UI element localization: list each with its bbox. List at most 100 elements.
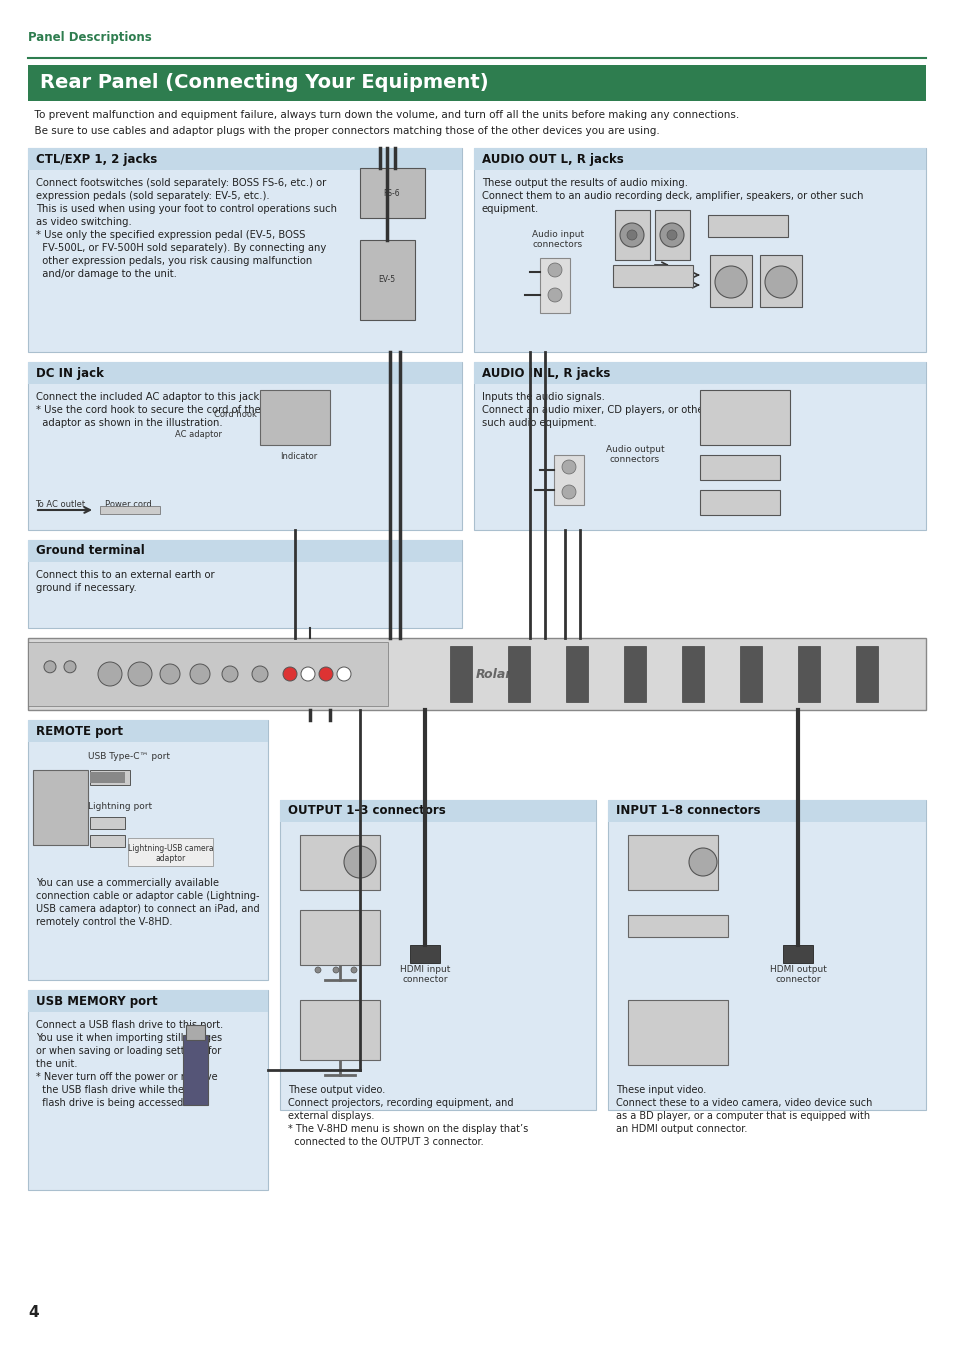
Bar <box>299 1000 379 1060</box>
Circle shape <box>222 666 237 682</box>
Text: AUDIO IN L, R jacks: AUDIO IN L, R jacks <box>481 366 610 379</box>
Bar <box>613 265 692 288</box>
Bar <box>700 455 780 481</box>
Text: INPUT 1–8 connectors: INPUT 1–8 connectors <box>616 805 760 818</box>
Bar <box>607 801 925 822</box>
Text: Power cord: Power cord <box>105 500 152 509</box>
Text: as video switching.: as video switching. <box>36 217 132 227</box>
Circle shape <box>252 666 268 682</box>
Text: the unit.: the unit. <box>36 1058 77 1069</box>
Text: HDMI input
connector: HDMI input connector <box>399 965 450 984</box>
Bar <box>186 1025 205 1040</box>
Bar <box>359 240 415 320</box>
Bar <box>28 362 461 531</box>
Text: 4: 4 <box>28 1305 38 1320</box>
Text: expression pedals (sold separately: EV-5, etc.).: expression pedals (sold separately: EV-5… <box>36 190 270 201</box>
Bar <box>707 215 787 238</box>
Bar <box>28 639 925 710</box>
Circle shape <box>301 667 314 680</box>
Text: USB Type-C™ port: USB Type-C™ port <box>88 752 170 761</box>
Circle shape <box>190 664 210 684</box>
Bar <box>539 258 569 313</box>
Circle shape <box>666 230 677 240</box>
Bar <box>554 455 583 505</box>
Bar <box>128 838 213 865</box>
Text: REMOTE port: REMOTE port <box>36 725 123 737</box>
Text: HDMI output
connector: HDMI output connector <box>769 965 825 984</box>
Bar <box>797 647 820 702</box>
Bar <box>474 148 925 352</box>
Text: You can use a commercially available: You can use a commercially available <box>36 878 219 888</box>
Bar <box>28 540 461 562</box>
Text: * The V-8HD menu is shown on the display that’s: * The V-8HD menu is shown on the display… <box>288 1125 528 1134</box>
Circle shape <box>160 664 180 684</box>
Text: These output video.: These output video. <box>288 1085 385 1095</box>
Circle shape <box>318 667 333 680</box>
Text: * Never turn off the power or remove: * Never turn off the power or remove <box>36 1072 217 1081</box>
Text: OUTPUT 1–3 connectors: OUTPUT 1–3 connectors <box>288 805 445 818</box>
Bar <box>299 910 379 965</box>
Text: Connect these to a video camera, video device such: Connect these to a video camera, video d… <box>616 1098 871 1108</box>
Bar <box>507 647 530 702</box>
Bar <box>627 1000 727 1065</box>
Text: or when saving or loading settings for: or when saving or loading settings for <box>36 1046 221 1056</box>
Text: adaptor: adaptor <box>155 855 186 863</box>
Text: You use it when importing still images: You use it when importing still images <box>36 1033 222 1044</box>
Text: Rear Panel (Connecting Your Equipment): Rear Panel (Connecting Your Equipment) <box>40 73 488 93</box>
Text: Audio input
connectors: Audio input connectors <box>532 230 583 250</box>
Text: and/or damage to the unit.: and/or damage to the unit. <box>36 269 176 279</box>
Bar <box>623 647 645 702</box>
Text: USB MEMORY port: USB MEMORY port <box>36 995 157 1007</box>
Text: other expression pedals, you risk causing malfunction: other expression pedals, you risk causin… <box>36 256 312 266</box>
Text: equipment.: equipment. <box>481 204 538 215</box>
Text: Connect them to an audio recording deck, amplifier, speakers, or other such: Connect them to an audio recording deck,… <box>481 190 862 201</box>
Text: EV-5: EV-5 <box>378 275 395 285</box>
Text: Lightning-USB camera: Lightning-USB camera <box>128 844 213 853</box>
Circle shape <box>688 848 717 876</box>
Circle shape <box>283 667 296 680</box>
Bar <box>28 540 461 628</box>
Bar <box>90 769 130 784</box>
Bar <box>855 647 877 702</box>
Text: such audio equipment.: such audio equipment. <box>481 418 597 428</box>
Text: These input video.: These input video. <box>616 1085 705 1095</box>
Text: * Use the cord hook to secure the cord of the AC: * Use the cord hook to secure the cord o… <box>36 405 277 414</box>
Bar <box>655 211 689 261</box>
Text: Connect an audio mixer, CD players, or other: Connect an audio mixer, CD players, or o… <box>481 405 707 414</box>
Circle shape <box>764 266 796 298</box>
Text: the USB flash drive while the USB: the USB flash drive while the USB <box>36 1085 207 1095</box>
Bar <box>90 772 125 783</box>
Bar <box>359 167 424 217</box>
Bar <box>450 647 472 702</box>
Circle shape <box>64 660 76 672</box>
Bar <box>607 801 925 1110</box>
Bar <box>681 647 703 702</box>
Text: CTL/EXP 1, 2 jacks: CTL/EXP 1, 2 jacks <box>36 153 157 166</box>
Text: Indicator: Indicator <box>280 452 317 460</box>
Text: Connect footswitches (sold separately: BOSS FS-6, etc.) or: Connect footswitches (sold separately: B… <box>36 178 326 188</box>
Text: remotely control the V-8HD.: remotely control the V-8HD. <box>36 917 172 927</box>
Text: Inputs the audio signals.: Inputs the audio signals. <box>481 392 604 402</box>
Circle shape <box>659 223 683 247</box>
Text: FS-6: FS-6 <box>383 189 400 197</box>
Bar <box>782 945 812 963</box>
Text: * Use only the specified expression pedal (EV-5, BOSS: * Use only the specified expression peda… <box>36 230 305 240</box>
Text: external displays.: external displays. <box>288 1111 374 1120</box>
Bar <box>627 915 727 937</box>
Bar <box>627 836 718 890</box>
Bar <box>28 990 268 1189</box>
Text: connection cable or adaptor cable (Lightning-: connection cable or adaptor cable (Light… <box>36 891 259 900</box>
Circle shape <box>44 660 56 672</box>
Bar <box>700 490 780 514</box>
Text: DC IN jack: DC IN jack <box>36 366 104 379</box>
Text: as a BD player, or a computer that is equipped with: as a BD player, or a computer that is eq… <box>616 1111 869 1120</box>
Text: Ground terminal: Ground terminal <box>36 544 145 558</box>
Bar <box>100 506 160 514</box>
Text: To prevent malfunction and equipment failure, always turn down the volume, and t: To prevent malfunction and equipment fai… <box>28 109 739 120</box>
Bar <box>299 836 379 890</box>
Text: Connect projectors, recording equipment, and: Connect projectors, recording equipment,… <box>288 1098 513 1108</box>
Circle shape <box>561 485 576 500</box>
Circle shape <box>351 967 356 973</box>
Bar <box>740 647 761 702</box>
Text: This is used when using your foot to control operations such: This is used when using your foot to con… <box>36 204 336 215</box>
